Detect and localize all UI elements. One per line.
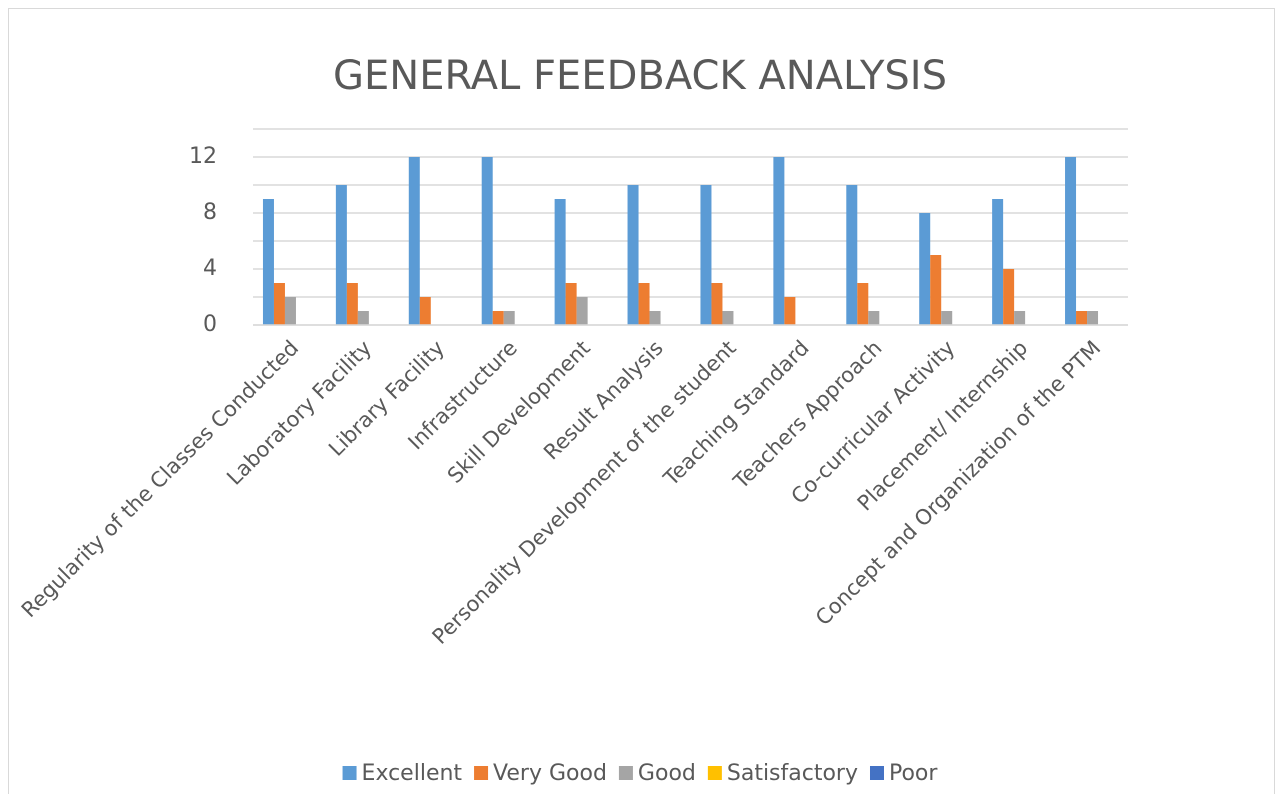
bar	[335, 185, 347, 325]
legend-swatch	[618, 766, 633, 780]
chart-title: GENERAL FEEDBACK ANALYSIS	[333, 53, 947, 99]
y-tick-label: 4	[203, 256, 217, 281]
bar	[481, 157, 493, 325]
legend-swatch	[342, 766, 357, 780]
bar	[1014, 311, 1026, 325]
legend-label: Excellent	[362, 761, 463, 786]
bar	[992, 199, 1004, 325]
bar	[357, 311, 369, 325]
bar	[1087, 311, 1099, 325]
bar	[773, 157, 785, 325]
y-tick-label: 8	[203, 200, 217, 225]
bar	[649, 311, 661, 325]
legend-swatch	[707, 766, 722, 780]
bar	[846, 185, 858, 325]
bar	[346, 283, 358, 325]
bar	[638, 283, 650, 325]
bar	[784, 297, 796, 325]
bar	[1076, 311, 1088, 325]
bar	[503, 311, 515, 325]
y-tick-label: 12	[189, 144, 217, 169]
bar	[627, 185, 639, 325]
bar	[554, 199, 566, 325]
bar	[565, 283, 577, 325]
bar	[930, 255, 942, 325]
bar	[722, 311, 734, 325]
bar	[262, 199, 274, 325]
bar	[868, 311, 880, 325]
bar	[857, 283, 869, 325]
bar	[1003, 269, 1015, 325]
legend-label: Good	[638, 761, 696, 786]
bar	[408, 157, 420, 325]
legend-label: Satisfactory	[727, 761, 858, 786]
y-tick-label: 0	[203, 312, 217, 337]
bar	[941, 311, 953, 325]
bar	[576, 297, 588, 325]
legend: Excellent Very Good Good Satisfactory Poor	[342, 761, 938, 786]
bar	[419, 297, 431, 325]
bar	[492, 311, 504, 325]
legend-label: Very Good	[493, 761, 607, 786]
bar	[1065, 157, 1077, 325]
bar	[273, 283, 285, 325]
bar	[711, 283, 723, 325]
chart-border	[8, 8, 1275, 794]
legend-swatch	[474, 766, 489, 780]
legend-label: Poor	[889, 761, 938, 786]
bar	[700, 185, 712, 325]
bar	[284, 297, 296, 325]
bar	[919, 213, 931, 325]
legend-swatch	[869, 766, 884, 780]
